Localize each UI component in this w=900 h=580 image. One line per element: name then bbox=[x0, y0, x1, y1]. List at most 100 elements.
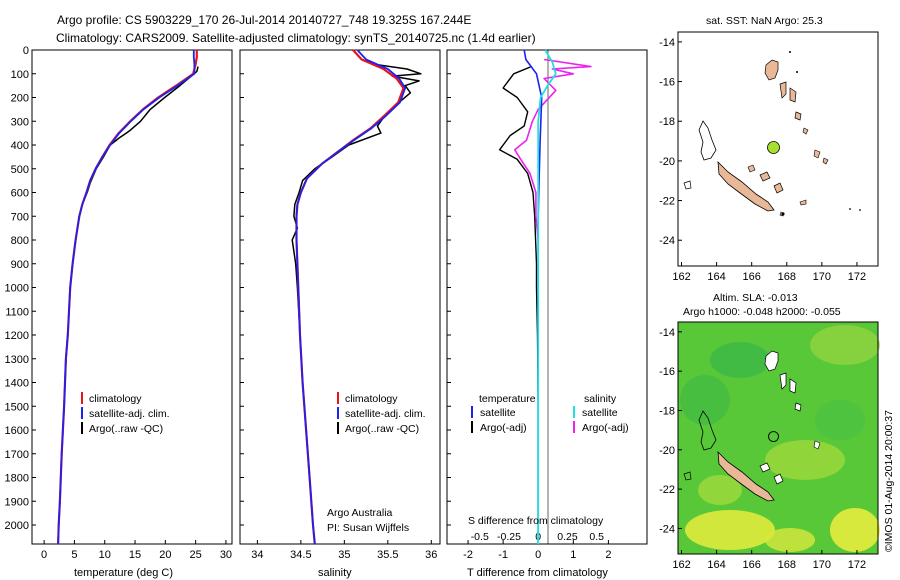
vanuatu-island-7 bbox=[822, 157, 829, 165]
vanuatu-island-2 bbox=[779, 81, 787, 99]
temp-diff-x-tick-label: 0 bbox=[535, 549, 541, 561]
lat-tick-label: -22 bbox=[659, 484, 675, 496]
lat-tick-label: -20 bbox=[659, 445, 675, 457]
legend-label-temp-satellite: satellite bbox=[480, 407, 516, 419]
new-caledonia-outline bbox=[698, 410, 717, 451]
difference-legend: temperature salinity satellite Argo(-adj… bbox=[471, 393, 629, 434]
new-caledonia-island bbox=[717, 160, 775, 212]
depth-tick-label: 2000 bbox=[5, 520, 29, 532]
islet-dot-1 bbox=[781, 212, 785, 216]
depth-tick-label: 400 bbox=[11, 140, 29, 152]
header-line2: Climatology: CARS2009. Satellite-adjuste… bbox=[56, 31, 536, 45]
lat-tick-label: -18 bbox=[659, 405, 675, 417]
temperature-x-tick-label: 10 bbox=[99, 549, 111, 561]
loyalty-mare bbox=[773, 182, 784, 194]
depth-tick-label: 700 bbox=[11, 211, 29, 223]
sla-blob-2 bbox=[680, 375, 730, 425]
islet-dot-3 bbox=[859, 209, 861, 211]
series-line-temperature-argo-adj- bbox=[498, 65, 539, 525]
lon-tick-label: 166 bbox=[743, 271, 761, 283]
new-caledonia-outline bbox=[698, 120, 717, 161]
sla-blob-9 bbox=[698, 475, 742, 505]
depth-tick-label: 1300 bbox=[5, 354, 29, 366]
salinity-x-tick-label: 35 bbox=[338, 549, 350, 561]
loyalty-mare bbox=[773, 473, 784, 485]
temp-diff-x-tick-label: 2 bbox=[605, 549, 611, 561]
temperature-x-tick-label: 0 bbox=[41, 549, 47, 561]
salinity-x-ticks: 34 34.5 35 35.5 36 bbox=[240, 49, 437, 561]
difference-x-ticks: -2 -1 0 1 2-0.5 -0.25 0 0.25 0.5 bbox=[447, 49, 611, 561]
legend-label-sal-satellite: satellite bbox=[582, 407, 618, 419]
lon-tick-label: 166 bbox=[743, 559, 761, 571]
legend-label-sal-argo: Argo(-adj) bbox=[582, 422, 629, 434]
difference-panel: -2 -1 0 1 2-0.5 -0.25 0 0.25 0.5 temperature sal… bbox=[446, 49, 648, 579]
lon-tick-label: 162 bbox=[672, 559, 690, 571]
sla-map-title-1: Altim. SLA: -0.013 bbox=[713, 292, 798, 304]
temp-diff-x-tick-label: -2 bbox=[463, 549, 473, 561]
legend-label-climatology: climatology bbox=[345, 393, 398, 405]
difference-plot-frame bbox=[446, 49, 648, 545]
depth-tick-label: 1900 bbox=[5, 496, 29, 508]
depth-tick-label: 1400 bbox=[5, 378, 29, 390]
lat-tick-label: -18 bbox=[659, 116, 675, 128]
lat-tick-label: -14 bbox=[659, 327, 675, 339]
loyalty-ouvea bbox=[747, 164, 756, 173]
depth-tick-label: 300 bbox=[11, 116, 29, 128]
lat-tick-label: -16 bbox=[659, 366, 675, 378]
temperature-x-ticks: 0 5 10 15 20 25 30 bbox=[41, 540, 232, 561]
depth-tick-label: 900 bbox=[11, 259, 29, 271]
sal-diff-x-tick-label: 0.5 bbox=[589, 531, 604, 543]
salinity-x-tick-label: 36 bbox=[425, 549, 437, 561]
loyalty-lifou bbox=[759, 462, 771, 473]
depth-tick-label: 1100 bbox=[5, 306, 29, 318]
salinity-x-tick-label: 34.5 bbox=[290, 549, 311, 561]
lon-tick-label: 172 bbox=[848, 271, 866, 283]
argo-sst-marker bbox=[767, 141, 780, 154]
temperature-x-label: temperature (deg C) bbox=[74, 567, 173, 579]
sla-field bbox=[680, 325, 880, 552]
lon-tick-label: 170 bbox=[813, 271, 831, 283]
sla-blob-6 bbox=[765, 528, 815, 552]
islet-east bbox=[799, 199, 807, 206]
imos-side-label: ©IMOS 01-Aug-2014 20:00:37 bbox=[883, 410, 895, 552]
islet-dot-4 bbox=[789, 51, 791, 53]
lat-tick-label: -24 bbox=[659, 523, 675, 535]
legend-label-climatology: climatology bbox=[89, 393, 142, 405]
islet-west bbox=[683, 471, 692, 481]
sst-map-title: sat. SST: NaN Argo: 25.3 bbox=[706, 15, 823, 27]
temp-diff-x-tick-label: 1 bbox=[570, 549, 576, 561]
vanuatu-island-4 bbox=[794, 402, 802, 412]
salinity-note-2: PI: Susan Wijffels bbox=[327, 522, 409, 534]
depth-tick-label: 600 bbox=[11, 188, 29, 200]
argo-sla-marker bbox=[768, 431, 779, 442]
depth-ticks: 0 100 200 300 400 500 600 700 800 900 1000 1100 1200… bbox=[5, 45, 36, 532]
sla-map-panel: Altim. SLA: -0.013 Argo h1000: -0.048 h2… bbox=[659, 292, 895, 571]
vanuatu-island-6 bbox=[813, 149, 821, 159]
depth-tick-label: 500 bbox=[11, 164, 29, 176]
temperature-profiles bbox=[57, 50, 199, 545]
legend-label-argo: Argo(..raw -QC) bbox=[89, 423, 163, 435]
salinity-x-tick-label: 35.5 bbox=[377, 549, 398, 561]
temperature-x-tick-label: 5 bbox=[71, 549, 77, 561]
lat-tick-label: -14 bbox=[659, 37, 675, 49]
depth-tick-label: 100 bbox=[11, 69, 29, 81]
legend-label-satellite: satellite-adj. clim. bbox=[345, 408, 426, 420]
temperature-x-tick-label: 20 bbox=[159, 549, 171, 561]
salinity-x-label: salinity bbox=[318, 567, 352, 579]
legend-title-temperature: temperature bbox=[479, 393, 536, 405]
islet-dot-2 bbox=[849, 208, 851, 210]
salinity-note-1: Argo Australia bbox=[327, 507, 393, 519]
islet-west bbox=[683, 180, 692, 190]
vanuatu-island-2 bbox=[779, 372, 787, 390]
sla-blob-1 bbox=[810, 325, 880, 365]
sla-map-land bbox=[683, 350, 821, 502]
vanuatu-island-5 bbox=[802, 127, 809, 135]
sst-map-ticks: -14 -16 -18 -20 -22 -24 162 164 166 168 170 172 bbox=[659, 37, 866, 283]
header-line1: Argo profile: CS 5903229_170 26-Jul-2014… bbox=[57, 13, 471, 27]
sla-blob-7 bbox=[710, 342, 770, 378]
lat-tick-label: -24 bbox=[659, 235, 675, 247]
new-caledonia-island bbox=[717, 450, 775, 502]
lon-tick-label: 164 bbox=[707, 559, 725, 571]
temperature-legend: climatology satellite-adj. clim. Argo(..… bbox=[81, 392, 170, 435]
